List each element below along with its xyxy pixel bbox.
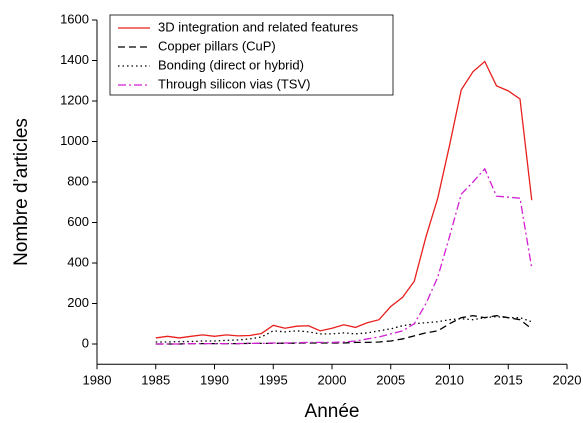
y-tick-label: 1400 [60,52,89,67]
series-line [155,316,532,343]
y-tick-label: 1200 [60,92,89,107]
x-axis-title: Année [305,401,360,422]
series-line [155,314,533,345]
y-tick-label: 800 [67,173,89,188]
x-tick-label: 1985 [141,373,170,388]
legend-box [109,14,394,96]
legend-label: Through silicon vias (TSV) [158,76,310,91]
series-line [155,167,533,345]
x-tick-label: 1990 [200,373,229,388]
legend-label: 3D integration and related features [158,19,359,34]
x-tick-label: 2010 [435,373,464,388]
x-tick-label: 2020 [553,373,582,388]
y-tick-label: 1600 [60,11,89,26]
series-line [155,60,533,339]
x-tick-label: 1980 [83,373,112,388]
y-tick-label: 400 [67,254,89,269]
x-tick-label: 1995 [259,373,288,388]
legend-label: Copper pillars (CuP) [158,38,276,53]
y-tick-label: 600 [67,214,89,229]
y-tick-label: 0 [82,335,89,350]
y-tick-label: 200 [67,295,89,310]
x-tick-label: 2005 [376,373,405,388]
legend-label: Bonding (direct or hybrid) [158,57,304,72]
y-tick-label: 1000 [60,133,89,148]
x-tick-label: 2015 [494,373,523,388]
y-axis-title: Nombre d’articles [11,118,32,266]
x-tick-label: 2000 [318,373,347,388]
